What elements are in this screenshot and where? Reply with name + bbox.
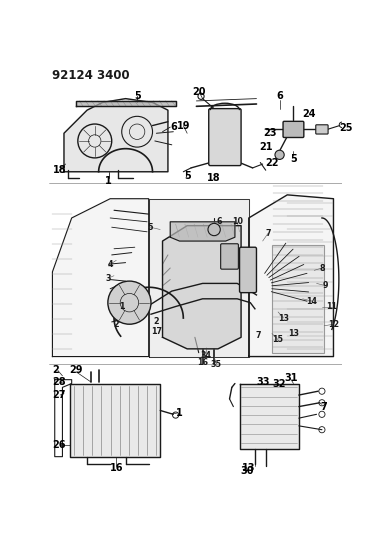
Text: 22: 22 <box>265 158 279 167</box>
Text: 5: 5 <box>290 154 297 164</box>
Polygon shape <box>170 222 235 241</box>
Text: 5: 5 <box>134 91 141 101</box>
Text: 2: 2 <box>53 366 59 375</box>
Text: 10: 10 <box>232 217 243 227</box>
Polygon shape <box>249 195 333 357</box>
Text: 21: 21 <box>260 142 273 152</box>
Text: 23: 23 <box>264 128 277 138</box>
Text: 18: 18 <box>53 165 66 175</box>
Text: 13: 13 <box>288 329 299 338</box>
Text: 11: 11 <box>327 302 338 311</box>
Text: 3: 3 <box>106 273 111 282</box>
Text: 34: 34 <box>201 351 212 360</box>
FancyBboxPatch shape <box>316 125 328 134</box>
Text: 1: 1 <box>119 302 125 311</box>
Text: 9: 9 <box>323 281 328 290</box>
Text: 18: 18 <box>207 173 221 183</box>
Text: 12: 12 <box>328 320 339 329</box>
Text: 19: 19 <box>176 120 190 131</box>
Text: 92124 3400: 92124 3400 <box>52 69 129 82</box>
Bar <box>272 245 324 353</box>
Text: 16: 16 <box>197 358 208 367</box>
Text: 7: 7 <box>321 401 328 411</box>
Text: 28: 28 <box>53 377 66 387</box>
Polygon shape <box>75 101 176 106</box>
Text: 24: 24 <box>302 109 315 119</box>
Text: 32: 32 <box>273 378 287 389</box>
Text: 29: 29 <box>70 365 83 375</box>
FancyBboxPatch shape <box>209 109 241 166</box>
Polygon shape <box>240 384 299 449</box>
Text: 27: 27 <box>53 390 66 400</box>
FancyBboxPatch shape <box>240 247 256 293</box>
Text: 31: 31 <box>284 373 298 383</box>
Text: 6: 6 <box>276 91 283 101</box>
Text: 4: 4 <box>107 260 113 269</box>
Polygon shape <box>70 384 160 457</box>
Text: 7: 7 <box>265 229 271 238</box>
Polygon shape <box>149 199 249 357</box>
Text: 13: 13 <box>242 463 256 473</box>
Text: 7: 7 <box>255 330 261 340</box>
Text: 13: 13 <box>278 313 289 322</box>
Text: 25: 25 <box>339 123 352 133</box>
Text: 15: 15 <box>272 335 283 344</box>
Text: 8: 8 <box>319 263 325 272</box>
Text: 33: 33 <box>256 377 269 387</box>
FancyBboxPatch shape <box>283 122 304 138</box>
Text: 16: 16 <box>110 463 123 473</box>
Circle shape <box>108 281 151 324</box>
Text: 26: 26 <box>53 440 66 450</box>
Text: 1: 1 <box>176 408 183 418</box>
Text: 6: 6 <box>217 217 222 227</box>
Text: 5: 5 <box>184 171 190 181</box>
Polygon shape <box>64 99 168 172</box>
Text: 35: 35 <box>211 360 222 369</box>
Polygon shape <box>53 199 149 357</box>
Text: 14: 14 <box>306 297 317 305</box>
Text: 17: 17 <box>151 327 162 336</box>
Text: 20: 20 <box>193 87 206 98</box>
Polygon shape <box>163 225 241 349</box>
Circle shape <box>208 223 220 236</box>
Text: 2: 2 <box>114 320 119 329</box>
Text: 30: 30 <box>240 465 254 475</box>
FancyBboxPatch shape <box>221 244 239 269</box>
Text: 6: 6 <box>170 122 177 132</box>
Text: 5: 5 <box>147 223 153 232</box>
Circle shape <box>275 150 284 159</box>
Text: 1: 1 <box>105 176 112 186</box>
Text: 2: 2 <box>154 318 159 326</box>
